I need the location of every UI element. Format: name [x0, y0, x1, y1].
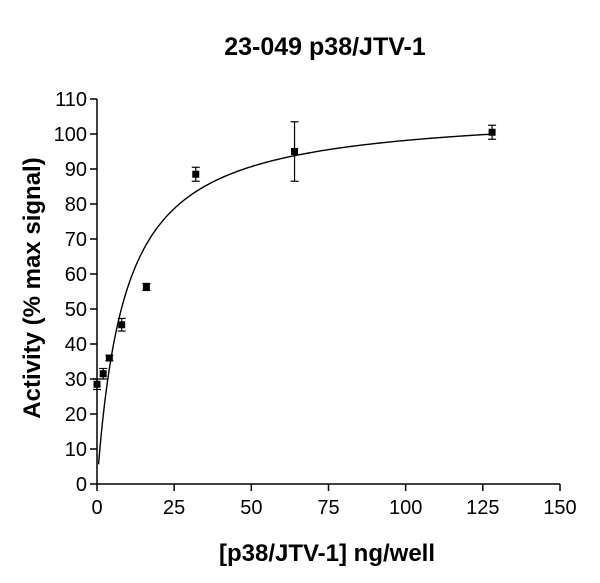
- y-tick-label-40: 40: [65, 334, 87, 356]
- y-tick-label-0: 0: [76, 474, 87, 496]
- y-tick-label-100: 100: [54, 124, 87, 146]
- marker-2: [105, 354, 113, 362]
- y-axis-ticks: 0 10 20 30 40 50 60 70 80 90 100 110: [54, 89, 97, 496]
- data-point-2: [105, 354, 114, 362]
- marker-4: [142, 283, 150, 291]
- fit-curve: [97, 133, 493, 465]
- marker-6: [291, 148, 299, 155]
- y-tick-label-30: 30: [65, 369, 87, 391]
- y-tick-label-20: 20: [65, 404, 87, 426]
- data-point-7: [488, 124, 497, 140]
- data-point-6: [290, 121, 299, 182]
- chart-title: 23-049 p38/JTV-1: [224, 33, 426, 61]
- marker-3: [118, 321, 126, 329]
- data-point-3: [117, 317, 126, 332]
- y-tick-label-90: 90: [65, 159, 87, 181]
- marker-5: [192, 170, 200, 178]
- data-point-1: [99, 367, 108, 380]
- marker-0: [93, 380, 101, 388]
- y-tick-label-110: 110: [55, 89, 87, 111]
- data-point-0: [93, 378, 101, 391]
- y-tick-label-80: 80: [65, 194, 87, 216]
- data-points: [93, 121, 497, 391]
- y-tick-label-70: 70: [65, 229, 87, 251]
- marker-7: [488, 128, 496, 136]
- y-tick-label-50: 50: [65, 299, 87, 321]
- x-tick-label-25: 25: [163, 497, 185, 519]
- x-axis-ticks: 0 25 50 75 100 125 150: [91, 484, 577, 519]
- data-point-4: [142, 282, 151, 292]
- y-tick-label-10: 10: [65, 439, 87, 461]
- plot-area: 0 10 20 30 40 50 60 70 80 90 100 110 0 25 50 75 100 125 1…: [54, 89, 577, 519]
- x-tick-label-150: 150: [543, 497, 576, 519]
- data-point-5: [191, 166, 200, 182]
- x-tick-label-75: 75: [317, 497, 339, 519]
- x-tick-label-0: 0: [91, 497, 102, 519]
- y-axis-label: Activity (% max signal): [19, 157, 46, 418]
- x-tick-label-125: 125: [466, 497, 499, 519]
- y-tick-label-60: 60: [65, 264, 87, 286]
- x-tick-label-50: 50: [240, 497, 262, 519]
- marker-1: [99, 370, 107, 378]
- x-axis-label: [p38/JTV-1] ng/well: [219, 540, 435, 567]
- x-tick-label-100: 100: [389, 497, 422, 519]
